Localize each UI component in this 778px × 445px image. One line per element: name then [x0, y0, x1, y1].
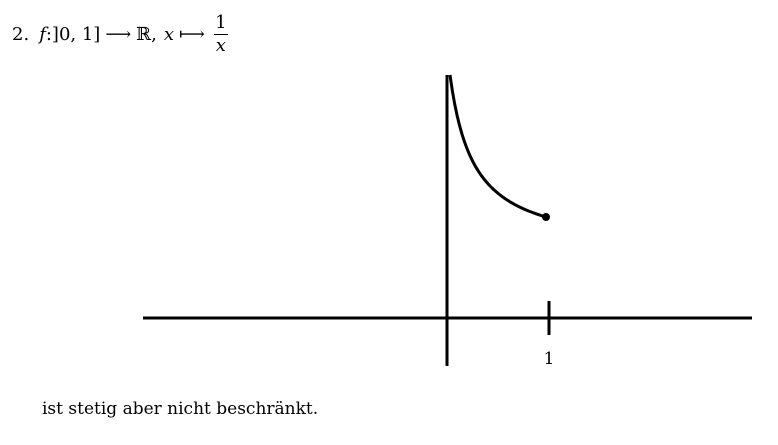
fraction-bar: [213, 33, 228, 35]
function-arrow: ⟶: [105, 23, 132, 45]
item-number: 2.: [12, 23, 30, 45]
caption-text: ist stetig aber nicht beschränkt.: [42, 399, 319, 419]
fraction-denominator: x: [215, 34, 226, 56]
curve-one-over-x: [448, 74, 547, 219]
function-codomain: ℝ: [136, 23, 152, 45]
function-name: f: [39, 23, 46, 45]
function-domain: :]0, 1]: [45, 23, 101, 45]
function-definition: 2. f :]0, 1] ⟶ ℝ , x ⟼ 1 x: [12, 8, 228, 60]
fraction-one-over-x: 1 x: [213, 11, 228, 56]
curve-endpoint-dot: [542, 213, 550, 221]
separator-comma: ,: [151, 23, 157, 45]
x-tick-label-one: 1: [544, 349, 555, 369]
fraction-numerator: 1: [215, 11, 227, 33]
map-variable: x: [163, 23, 174, 45]
mapsto-arrow: ⟼: [179, 23, 205, 45]
